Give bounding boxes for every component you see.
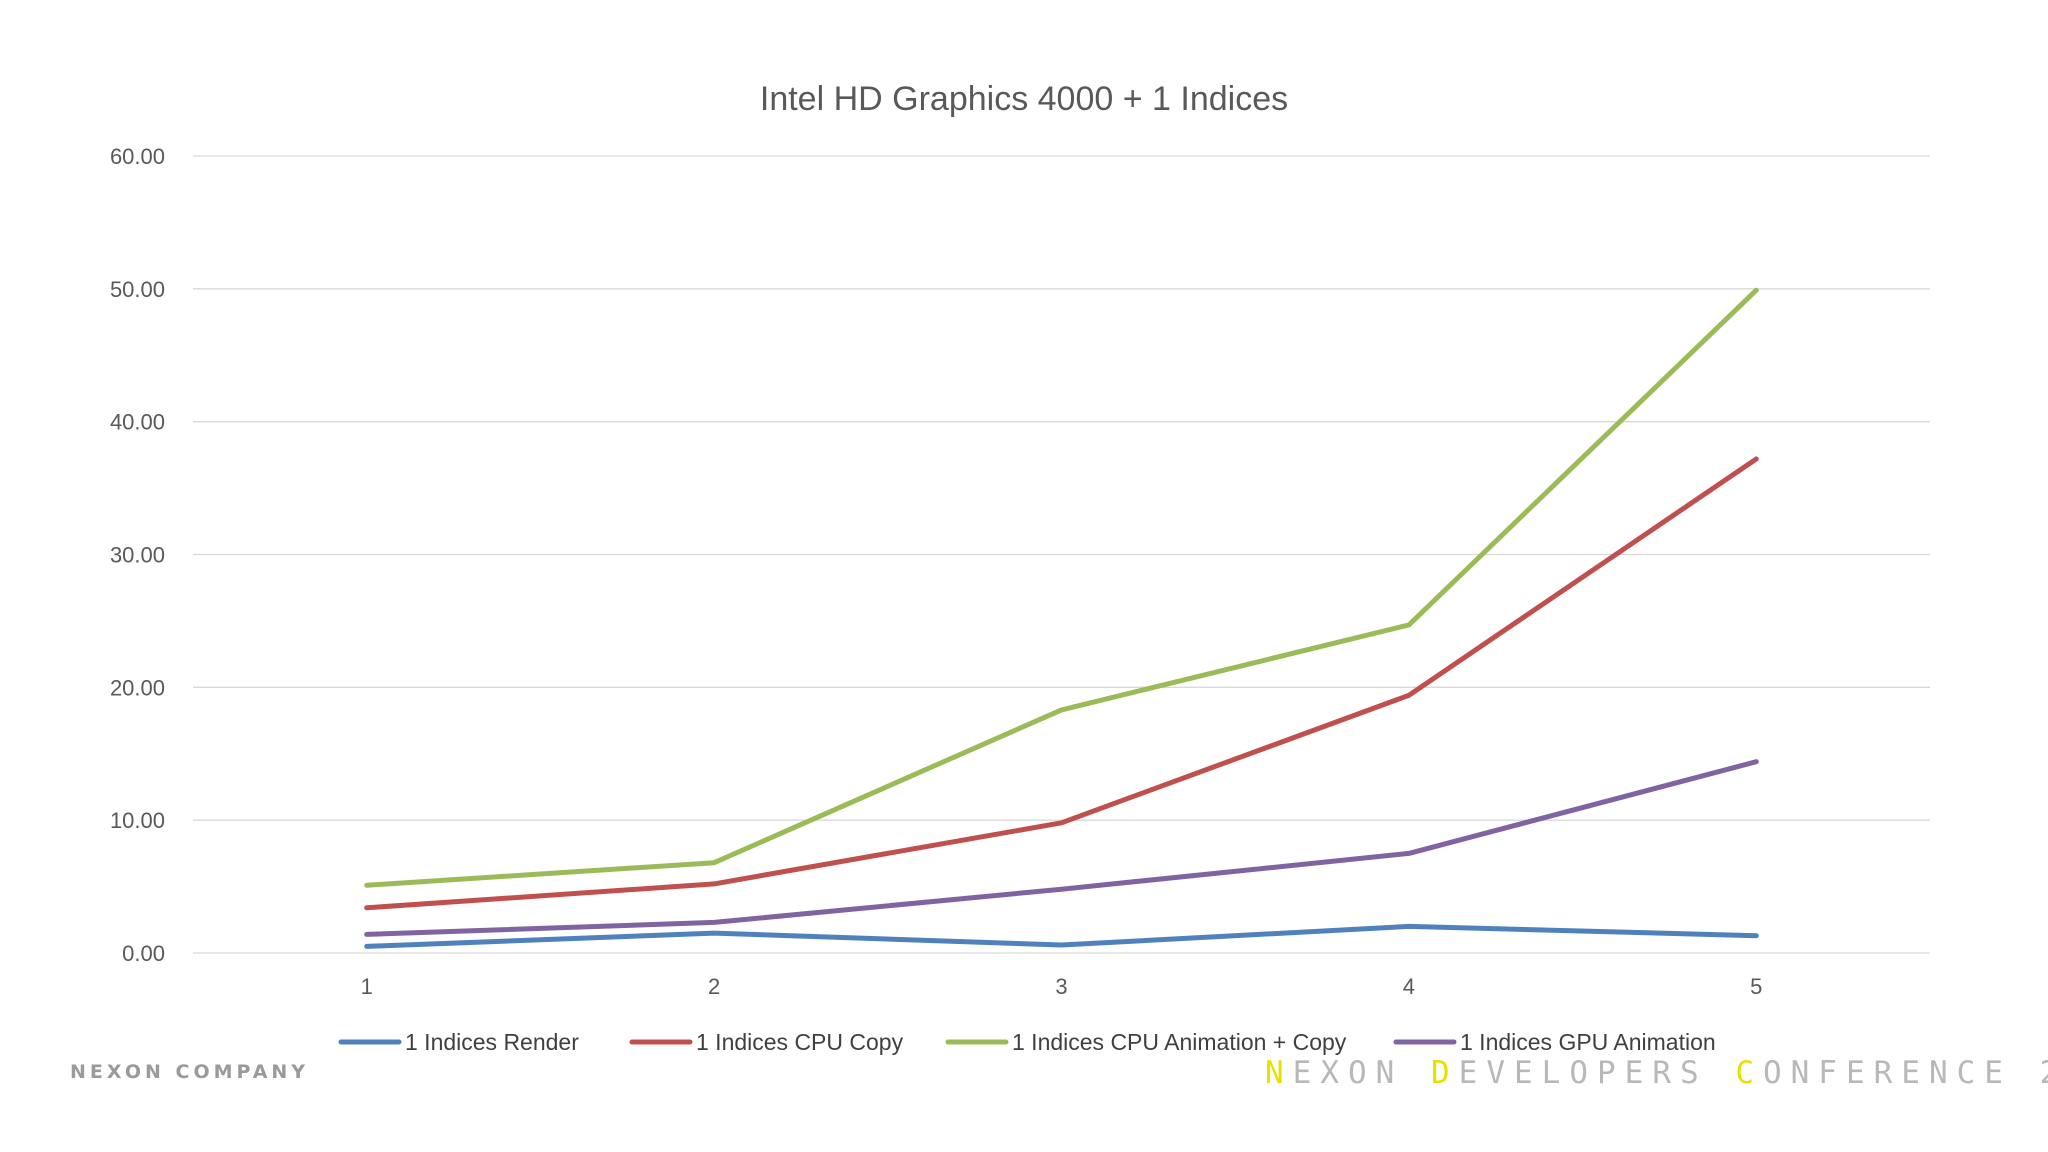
legend-label: 1 Indices CPU Copy xyxy=(696,1029,904,1055)
conference-initial: N xyxy=(1265,1055,1293,1091)
series-lines xyxy=(364,287,1759,949)
x-tick-label: 4 xyxy=(1403,974,1415,999)
conference-logo: NEXON DEVELOPERS CONFERENCE 2014 xyxy=(1265,1055,2048,1091)
conference-word: EXON xyxy=(1292,1055,1431,1091)
legend-label: 1 Indices GPU Animation xyxy=(1460,1029,1716,1055)
conference-word: EVELOPERS xyxy=(1458,1055,1736,1091)
series-line-2 xyxy=(364,456,1759,911)
x-tick-label: 2 xyxy=(708,974,720,999)
chart-title: Intel HD Graphics 4000 + 1 Indices xyxy=(760,80,1288,118)
conference-initial: D xyxy=(1431,1055,1459,1091)
conference-year: 2014 xyxy=(2040,1055,2048,1091)
x-tick-label: 5 xyxy=(1750,974,1762,999)
y-tick-label: 10.00 xyxy=(110,808,165,833)
conference-word: ONFERENCE xyxy=(1762,1055,2040,1091)
conference-initial: C xyxy=(1735,1055,1763,1091)
x-axis-ticks: 1 2 3 4 5 xyxy=(361,974,1763,999)
legend-label: 1 Indices Render xyxy=(405,1029,579,1055)
y-tick-label: 30.00 xyxy=(110,543,165,568)
y-axis-ticks: 0.00 10.00 20.00 30.00 40.00 50.00 60.00 xyxy=(110,144,165,966)
y-tick-label: 60.00 xyxy=(110,144,165,169)
series-line-1 xyxy=(364,923,1759,949)
nexon-company-logo: NEXON COMPANY xyxy=(70,1061,310,1083)
gridlines xyxy=(193,155,1930,954)
legend-label: 1 Indices CPU Animation + Copy xyxy=(1012,1029,1347,1055)
series-line-3 xyxy=(364,287,1759,888)
series-line-4 xyxy=(364,759,1759,937)
y-tick-label: 0.00 xyxy=(122,941,165,966)
y-tick-label: 20.00 xyxy=(110,675,165,700)
legend: 1 Indices Render 1 Indices CPU Copy 1 Indi… xyxy=(338,1029,1716,1055)
y-tick-label: 50.00 xyxy=(110,277,165,302)
y-tick-label: 40.00 xyxy=(110,410,165,435)
x-tick-label: 1 xyxy=(361,974,373,999)
x-tick-label: 3 xyxy=(1055,974,1067,999)
